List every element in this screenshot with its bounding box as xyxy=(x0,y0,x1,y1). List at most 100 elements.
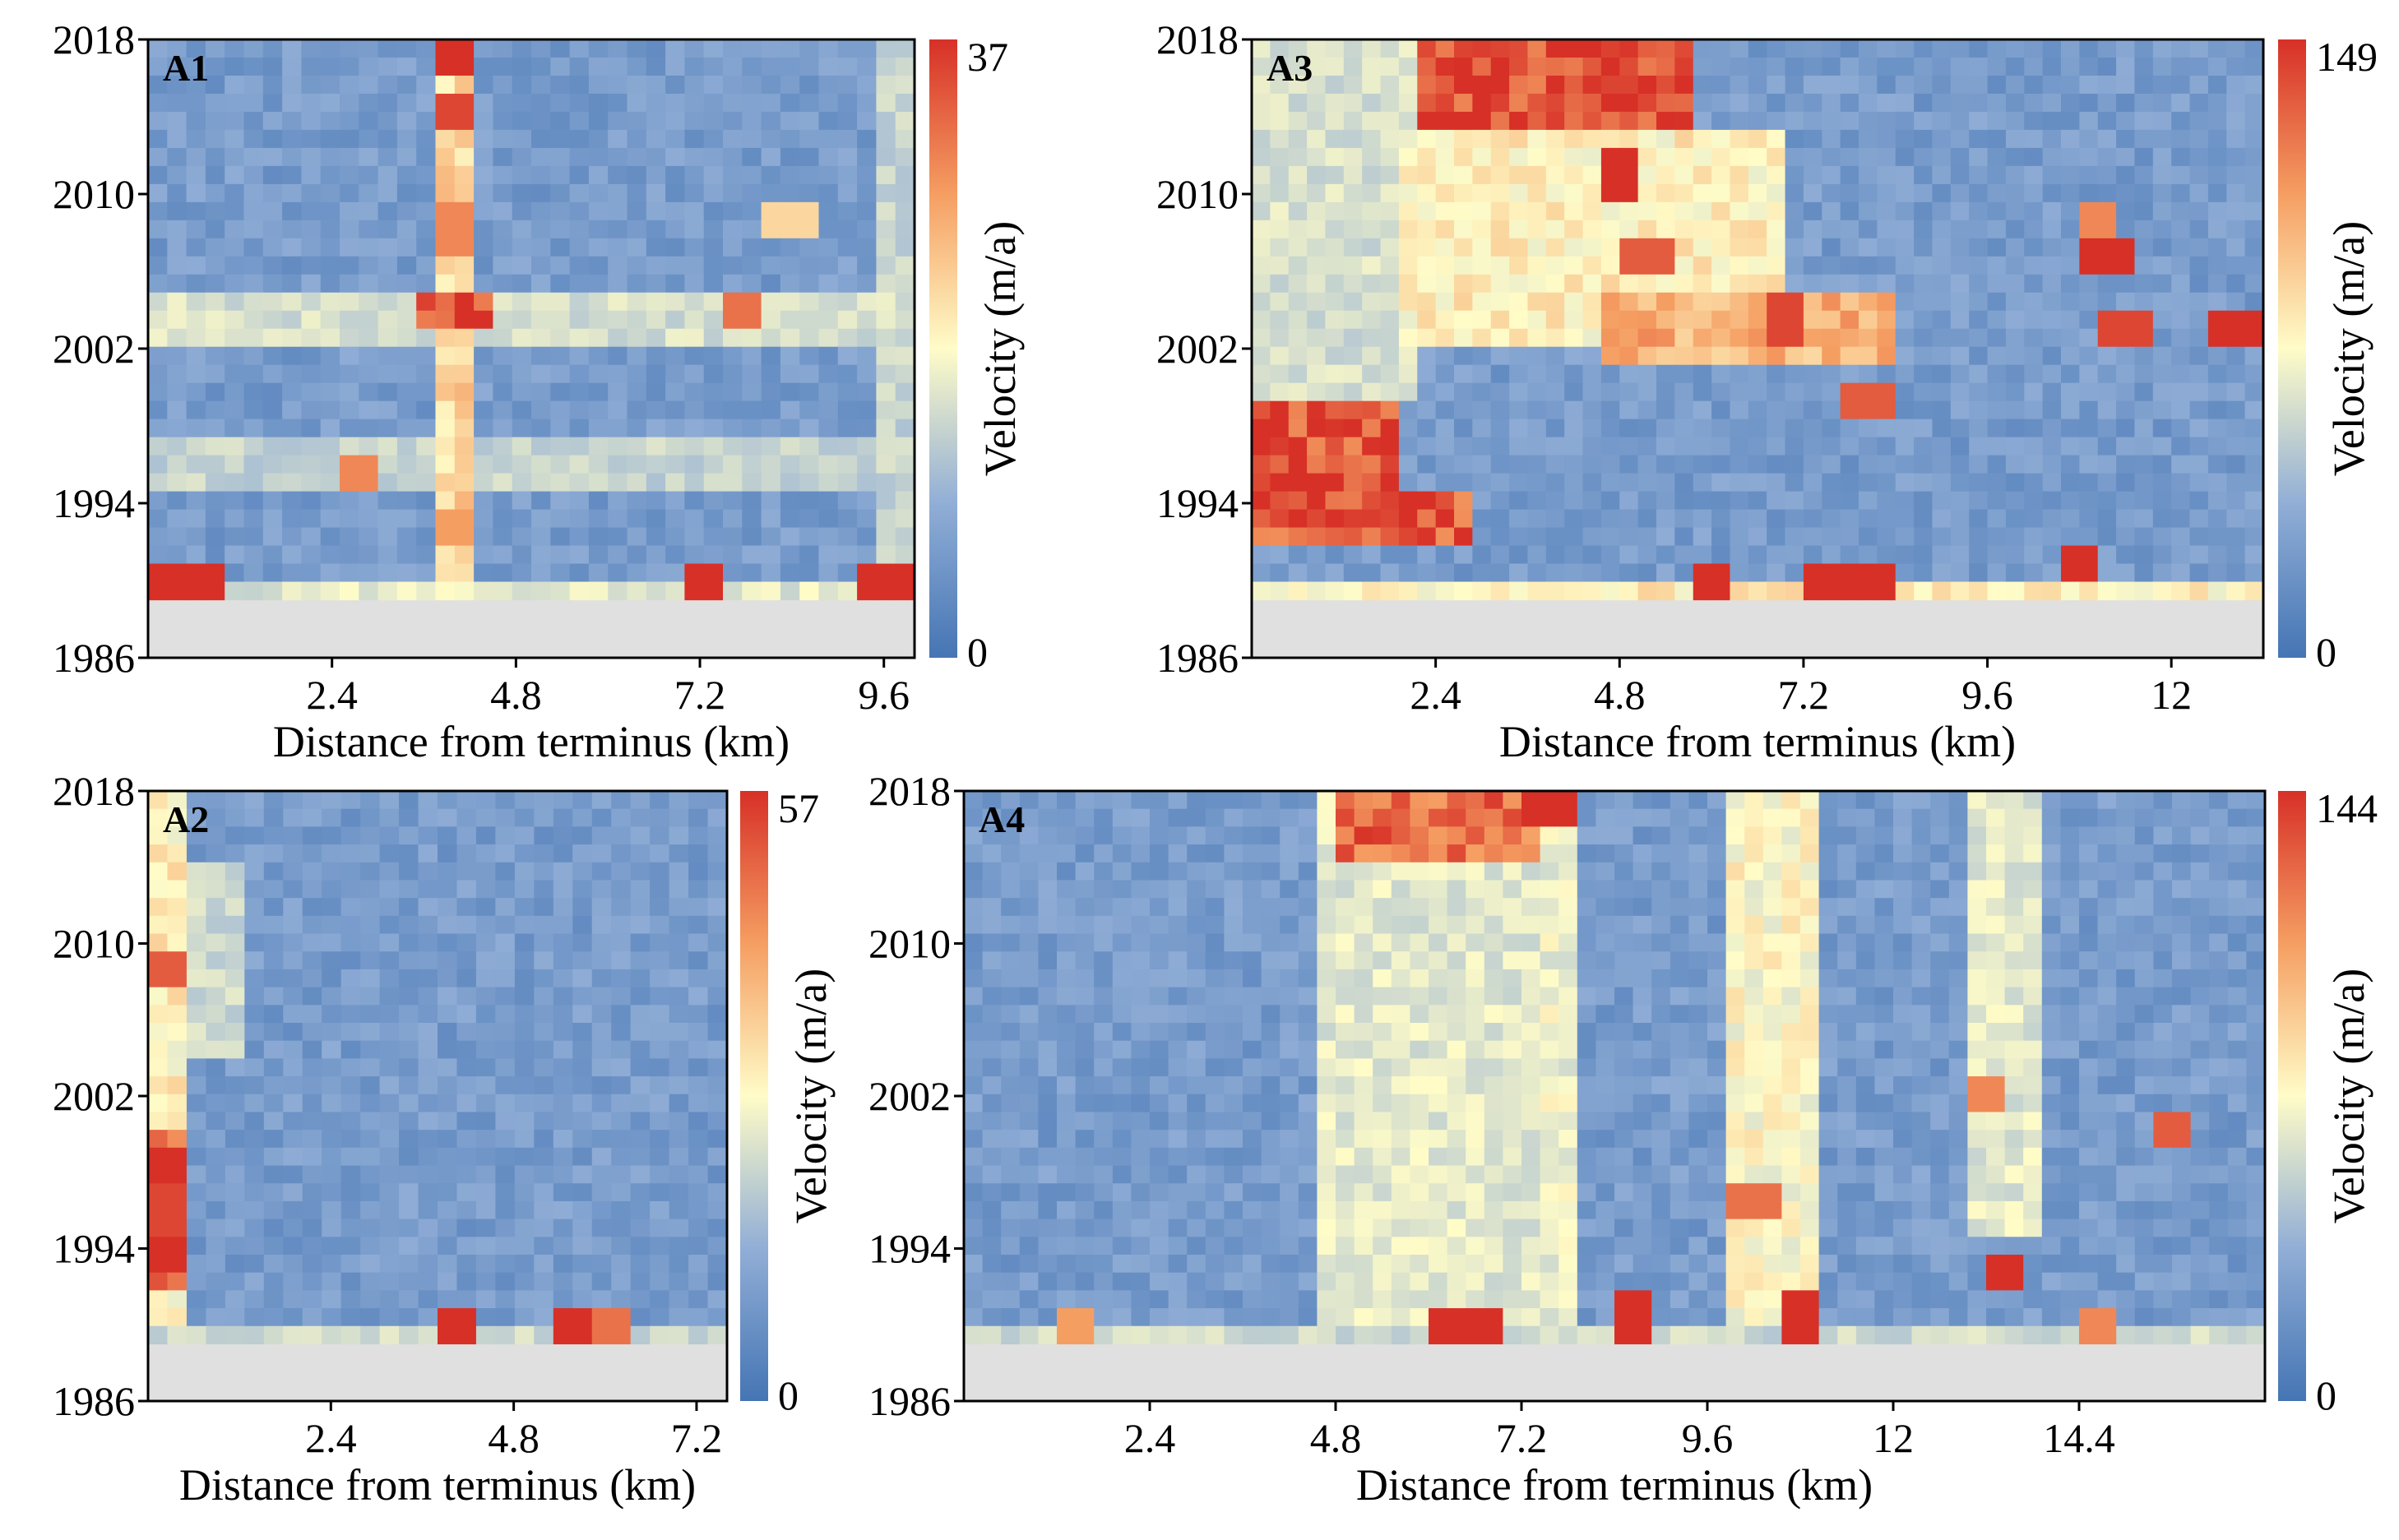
heatmap-cell xyxy=(1373,933,1392,952)
heatmap-cell xyxy=(2153,933,2173,952)
heatmap-cell xyxy=(283,969,303,988)
heatmap-cell xyxy=(2134,1022,2154,1042)
heatmap-cell xyxy=(1398,292,1418,312)
heatmap-cell xyxy=(167,328,188,348)
heatmap-cell xyxy=(1674,274,1694,294)
heatmap-cell xyxy=(982,951,1002,970)
heatmap-cell xyxy=(534,862,554,881)
heatmap-cell xyxy=(2097,563,2117,583)
heatmap-cell xyxy=(1619,545,1639,565)
heatmap-cell xyxy=(1600,328,1620,348)
heatmap-cell xyxy=(818,437,839,456)
heatmap-cell xyxy=(244,1005,265,1024)
heatmap-cell xyxy=(1298,791,1318,810)
heatmap-cell xyxy=(1503,898,1522,917)
heatmap-cell xyxy=(703,220,724,239)
heatmap-cell xyxy=(396,39,417,58)
heatmap-cell xyxy=(1600,57,1620,76)
heatmap-cell xyxy=(2189,75,2209,95)
heatmap-cell xyxy=(148,1040,169,1059)
heatmap-cell xyxy=(396,183,417,203)
heatmap-cell xyxy=(206,1325,226,1345)
heatmap-cell xyxy=(167,473,188,493)
heatmap-cell xyxy=(1785,382,1804,402)
heatmap-cell xyxy=(418,1272,438,1291)
heatmap-cell xyxy=(550,256,571,275)
heatmap-cell xyxy=(1950,201,1970,221)
heatmap-cell xyxy=(1840,400,1859,420)
heatmap-cell xyxy=(1877,238,1897,257)
heatmap-cell xyxy=(818,75,839,95)
heatmap-cell xyxy=(418,933,438,952)
heatmap-cell xyxy=(569,346,590,366)
heatmap-cell xyxy=(454,346,475,366)
heatmap-cell xyxy=(1343,473,1363,493)
heatmap-cell xyxy=(1948,844,1968,863)
heatmap-cell xyxy=(611,826,632,845)
heatmap-cell xyxy=(377,129,398,149)
heatmap-cell xyxy=(1075,969,1095,988)
heatmap-cell xyxy=(1429,862,1448,881)
heatmap-cell xyxy=(627,310,647,330)
heatmap-cell xyxy=(2134,563,2154,583)
heatmap-cell xyxy=(550,147,571,167)
heatmap-cell xyxy=(1380,93,1400,113)
heatmap-cell xyxy=(857,346,877,366)
heatmap-cell xyxy=(1582,292,1602,312)
heatmap-cell xyxy=(1840,39,1859,58)
heatmap-cell xyxy=(1075,1005,1095,1024)
heatmap-cell xyxy=(1168,1022,1188,1042)
heatmap-cell xyxy=(837,201,858,221)
heatmap-cell xyxy=(588,581,609,601)
heatmap-cell xyxy=(1614,880,1634,899)
heatmap-cell xyxy=(1545,310,1565,330)
heatmap-cell xyxy=(2171,346,2191,366)
heatmap-cell xyxy=(2116,509,2136,529)
heatmap-cell xyxy=(454,419,475,438)
heatmap-cell xyxy=(1484,969,1503,988)
heatmap-cell xyxy=(780,111,800,131)
heatmap-cell xyxy=(1893,808,1913,827)
heatmap-cell xyxy=(2060,1005,2080,1024)
heatmap-cell xyxy=(225,437,245,456)
heatmap-cell xyxy=(1748,563,1767,583)
heatmap-cell xyxy=(262,455,283,474)
heatmap-cell xyxy=(1950,75,1970,95)
heatmap-cell xyxy=(493,183,513,203)
heatmap-cell xyxy=(2207,57,2227,76)
heatmap-cell xyxy=(1490,129,1510,149)
heatmap-cell xyxy=(630,808,651,827)
heatmap-cell xyxy=(2172,808,2192,827)
heatmap-cell xyxy=(895,310,915,330)
heatmap-cell xyxy=(262,581,283,601)
heatmap-cell xyxy=(2116,581,2136,601)
heatmap-cell xyxy=(1877,274,1897,294)
heatmap-cell xyxy=(1410,915,1429,935)
heatmap-cell xyxy=(1540,1005,1559,1024)
heatmap-cell xyxy=(1243,791,1262,810)
heatmap-cell xyxy=(244,1308,265,1327)
heatmap-cell xyxy=(1711,346,1731,366)
heatmap-cell xyxy=(742,147,762,167)
heatmap-cell xyxy=(435,310,456,330)
heatmap-cell xyxy=(416,563,437,583)
heatmap-cell xyxy=(553,898,573,917)
heatmap-cell xyxy=(550,111,571,131)
heatmap-cell xyxy=(1582,75,1602,95)
heatmap-cell xyxy=(723,563,743,583)
heatmap-cell xyxy=(359,256,379,275)
heatmap-cell xyxy=(225,183,245,203)
heatmap-cell xyxy=(665,292,685,312)
heatmap-cell xyxy=(186,491,206,511)
heatmap-cell xyxy=(225,39,245,58)
heatmap-cell xyxy=(2244,256,2264,275)
heatmap-cell xyxy=(2172,862,2192,881)
heatmap-cell xyxy=(1840,201,1859,221)
heatmap-cell xyxy=(1582,238,1602,257)
heatmap-cell xyxy=(512,147,532,167)
heatmap-cell xyxy=(1595,951,1615,970)
heatmap-cell xyxy=(1762,915,1782,935)
heatmap-cell xyxy=(1656,491,1675,511)
heatmap-cell xyxy=(2079,1005,2099,1024)
heatmap-cell xyxy=(2079,346,2099,366)
